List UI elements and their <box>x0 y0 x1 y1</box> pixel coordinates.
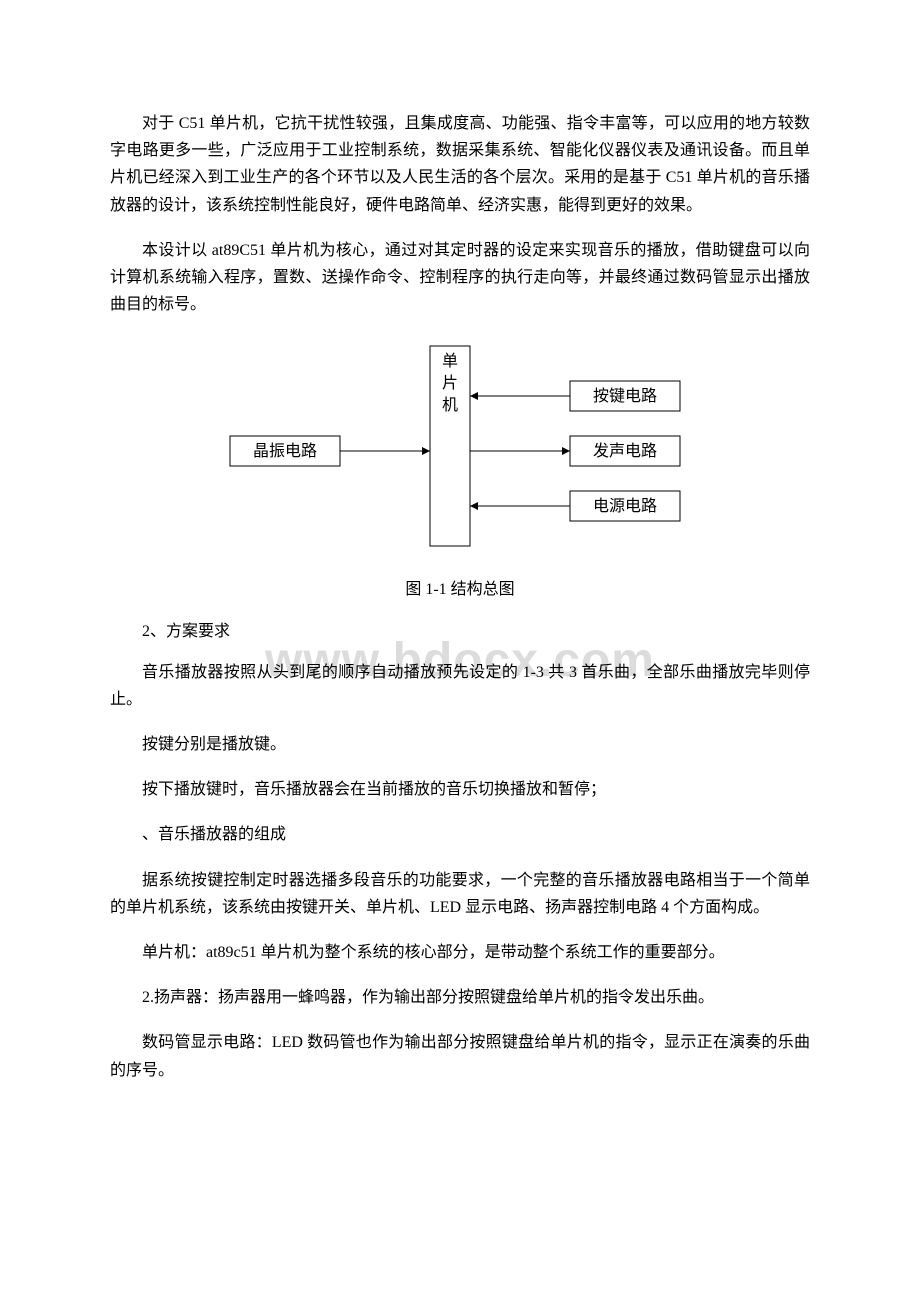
paragraph-composition-heading: 、音乐播放器的组成 <box>110 821 810 848</box>
paragraph-intro-1: 对于 C51 单片机，它抗干扰性较强，且集成度高、功能强、指令丰富等，可以应用的… <box>110 110 810 219</box>
paragraph-composition-led: 数码管显示电路：LED 数码管也作为输出部分按照键盘给单片机的指令，显示正在演奏… <box>110 1029 810 1083</box>
paragraph-scheme-2: 按键分别是播放键。 <box>110 731 810 758</box>
paragraph-intro-2: 本设计以 at89C51 单片机为核心，通过对其定时器的设定来实现音乐的播放，借… <box>110 237 810 319</box>
diagram-node-label-mcu: 片 <box>442 374 458 392</box>
diagram-node-label-mcu: 单 <box>442 352 458 370</box>
block-diagram-container: 单片机 按键电路发声电路电源电路 晶振电路 <box>110 336 810 566</box>
diagram-node-label-key: 按键电路 <box>593 387 657 405</box>
diagram-arrowhead-1 <box>470 392 478 400</box>
diagram-node-label-osc: 晶振电路 <box>253 442 317 460</box>
diagram-node-label-sound: 发声电路 <box>593 442 657 460</box>
paragraph-scheme-1: 音乐播放器按照从头到尾的顺序自动播放预先设定的 1-3 共 3 首乐曲，全部乐曲… <box>110 659 810 713</box>
diagram-arrowhead-2 <box>562 447 570 455</box>
diagram-node-label-power: 电源电路 <box>593 497 657 515</box>
section-heading-scheme: 2、方案要求 <box>110 618 810 645</box>
paragraph-scheme-3: 按下播放键时，音乐播放器会在当前播放的音乐切换播放和暂停； <box>110 776 810 803</box>
diagram-arrowhead-0 <box>422 447 430 455</box>
block-diagram: 单片机 按键电路发声电路电源电路 晶振电路 <box>210 336 710 566</box>
diagram-caption: 图 1-1 结构总图 <box>110 576 810 603</box>
paragraph-composition-1: 据系统按键控制定时器选播多段音乐的功能要求，一个完整的音乐播放器电路相当于一个简… <box>110 867 810 921</box>
paragraph-composition-mcu: 单片机：at89c51 单片机为整个系统的核心部分，是带动整个系统工作的重要部分… <box>110 939 810 966</box>
diagram-node-label-mcu: 机 <box>442 396 458 414</box>
diagram-arrowhead-3 <box>470 502 478 510</box>
paragraph-composition-speaker: 2.扬声器：扬声器用一蜂鸣器，作为输出部分按照键盘给单片机的指令发出乐曲。 <box>110 984 810 1011</box>
